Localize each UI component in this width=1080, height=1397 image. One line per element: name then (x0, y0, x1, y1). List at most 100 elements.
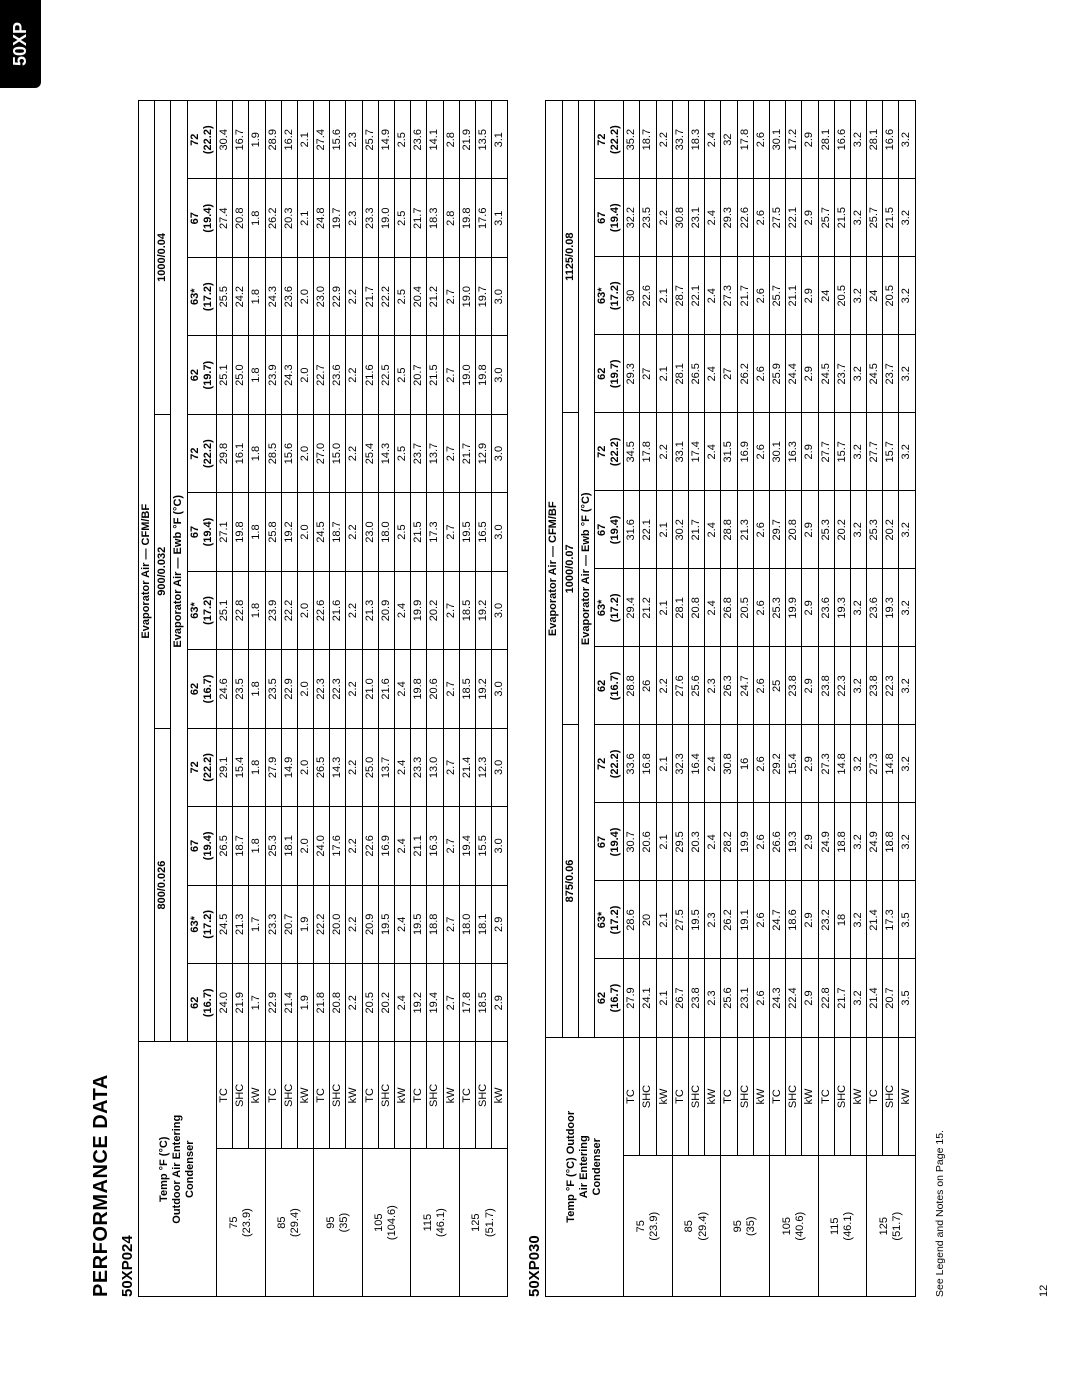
data-cell: 3.0 (492, 493, 508, 571)
temp-cell: 95(35) (314, 1149, 363, 1297)
data-cell: 2.2 (346, 257, 362, 335)
data-cell: 2.4 (705, 413, 721, 491)
data-cell: 20.8 (689, 569, 705, 647)
data-cell: 27.1 (216, 493, 232, 571)
data-cell: 19.2 (411, 964, 427, 1042)
data-cell: 29.8 (216, 414, 232, 492)
data-cell: 15.7 (883, 413, 899, 491)
data-cell: 14.9 (378, 101, 394, 180)
data-cell: 27.7 (818, 413, 834, 491)
data-cell: 2.2 (656, 179, 672, 257)
data-cell: 24.4 (786, 335, 802, 413)
data-cell: 2.0 (297, 257, 313, 335)
metric-label: SHC (834, 1037, 850, 1156)
data-cell: 1.7 (249, 964, 265, 1042)
data-cell: 2.1 (656, 803, 672, 881)
data-cell: 31.5 (721, 413, 737, 491)
metric-label: TC (411, 1042, 427, 1149)
data-cell: 2.9 (802, 569, 818, 647)
data-cell: 29.3 (624, 335, 640, 413)
data-cell: 21.7 (737, 257, 753, 335)
data-cell: 3.2 (899, 413, 915, 491)
data-cell: 2.5 (395, 179, 411, 257)
data-cell: 21.1 (411, 807, 427, 885)
data-cell: 1.8 (249, 257, 265, 335)
data-cell: 2.5 (395, 101, 411, 180)
temp-cell: 115(46.1) (411, 1149, 460, 1297)
data-cell: 26.2 (721, 881, 737, 959)
data-cell: 24.6 (216, 650, 232, 728)
data-cell: 1.8 (249, 807, 265, 885)
data-cell: 20.5 (883, 257, 899, 335)
data-cell: 25.7 (362, 101, 378, 180)
data-cell: 27 (721, 335, 737, 413)
data-cell: 16.4 (689, 725, 705, 803)
data-cell: 27.0 (314, 414, 330, 492)
data-cell: 22.3 (834, 647, 850, 725)
data-cell: 25.3 (818, 491, 834, 569)
data-cell: 3.1 (492, 179, 508, 257)
data-cell: 2.6 (753, 647, 769, 725)
data-cell: 23.6 (281, 257, 297, 335)
metric-label: TC (769, 1037, 785, 1156)
data-cell: 26.5 (314, 728, 330, 806)
data-cell: 19.4 (427, 964, 443, 1042)
ewb-col: 62(16.7) (187, 650, 216, 728)
data-cell: 28.9 (265, 101, 281, 180)
data-cell: 24.7 (769, 881, 785, 959)
data-cell: 30.8 (721, 725, 737, 803)
data-cell: 25.0 (233, 336, 249, 414)
data-cell: 22.3 (330, 650, 346, 728)
table-row: 125(51.7)TC17.818.019.421.418.518.519.52… (459, 101, 475, 1297)
data-cell: 23.8 (867, 647, 883, 725)
data-cell: 27.5 (769, 179, 785, 257)
data-cell: 1.9 (297, 964, 313, 1042)
data-cell: 1.8 (249, 493, 265, 571)
metric-label: SHC (640, 1037, 656, 1156)
data-cell: 16.9 (737, 413, 753, 491)
data-cell: 2.2 (346, 885, 362, 963)
data-cell: 28.6 (624, 881, 640, 959)
data-cell: 23.6 (818, 569, 834, 647)
data-cell: 2.5 (395, 257, 411, 335)
data-cell: 3.2 (850, 257, 866, 335)
data-cell: 2.9 (802, 881, 818, 959)
data-cell: 28.1 (672, 335, 688, 413)
data-cell: 18.7 (640, 101, 656, 179)
data-cell: 21.2 (640, 569, 656, 647)
data-cell: 3.2 (899, 257, 915, 335)
data-cell: 2.9 (492, 964, 508, 1042)
data-cell: 22.9 (265, 964, 281, 1042)
data-cell: 23.9 (265, 336, 281, 414)
data-cell: 18.1 (281, 807, 297, 885)
data-cell: 2.5 (395, 493, 411, 571)
table-row: SHC23.819.520.316.425.620.821.717.426.52… (689, 101, 705, 1297)
table-row: 75(23.9)TC27.928.630.733.628.829.431.634… (624, 101, 640, 1297)
data-cell: 23.8 (786, 647, 802, 725)
data-cell: 23.6 (411, 101, 427, 180)
data-cell: 21.3 (233, 885, 249, 963)
table-row: kW2.32.32.42.42.32.42.42.42.42.42.42.4 (705, 101, 721, 1297)
data-cell: 2.4 (395, 885, 411, 963)
data-cell: 15.6 (281, 414, 297, 492)
data-cell: 22.1 (786, 179, 802, 257)
data-cell: 17.8 (737, 101, 753, 179)
data-cell: 2.1 (656, 491, 672, 569)
data-cell: 3.0 (492, 257, 508, 335)
data-cell: 24.9 (818, 803, 834, 881)
data-cell: 26.7 (672, 959, 688, 1037)
data-cell: 25.6 (721, 959, 737, 1037)
data-cell: 2.0 (297, 807, 313, 885)
data-cell: 30.7 (624, 803, 640, 881)
table-row: SHC19.418.816.313.020.620.217.313.721.52… (427, 101, 443, 1297)
metric-label: kW (705, 1037, 721, 1156)
data-cell: 22.5 (378, 336, 394, 414)
data-cell: 2.6 (753, 413, 769, 491)
data-cell: 25.7 (867, 179, 883, 257)
data-cell: 2.9 (802, 101, 818, 179)
data-cell: 17.2 (786, 101, 802, 179)
data-cell: 22.7 (314, 336, 330, 414)
data-cell: 18.7 (233, 807, 249, 885)
cfm-group: 1000/0.07 (562, 413, 578, 725)
data-cell: 24.3 (769, 959, 785, 1037)
